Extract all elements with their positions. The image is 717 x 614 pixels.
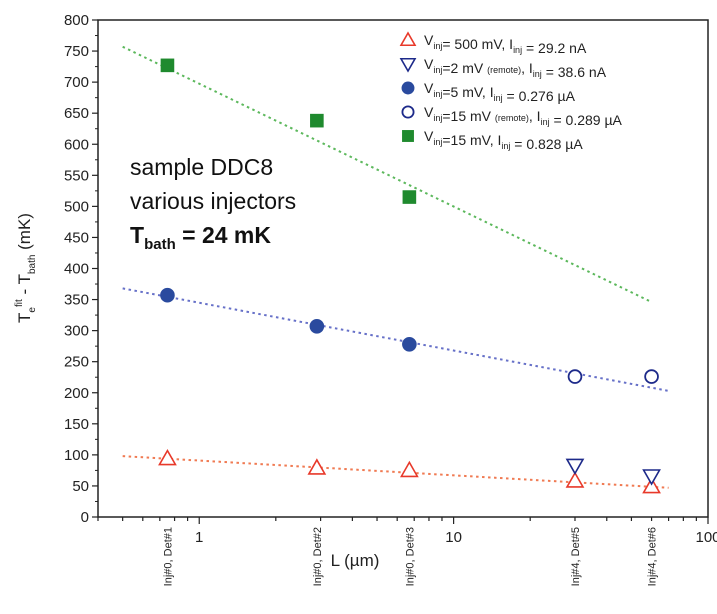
- triangle-down-marker: [399, 57, 417, 73]
- circle-open-marker: [567, 369, 583, 384]
- triangle-up-marker: [307, 458, 327, 475]
- fit-line: [122, 287, 669, 392]
- legend-entry: Vinj=15 mV, Iinj = 0.828 µA: [424, 128, 583, 152]
- square-filled-marker: [402, 130, 414, 142]
- circle-filled-marker: [402, 336, 417, 352]
- x-axis-title: L (µm): [331, 551, 380, 570]
- y-tick-label: 800: [64, 12, 89, 29]
- plot-frame: [97, 19, 709, 518]
- y-tick-label: 200: [64, 385, 89, 402]
- legend-entry: Vinj= 500 mV, Iinj = 29.2 nA: [424, 32, 587, 56]
- annotation-line-2: various injectors: [130, 188, 296, 214]
- triangle-up-marker: [158, 448, 177, 466]
- circle-filled-marker: [401, 81, 415, 95]
- y-tick-label: 550: [64, 167, 89, 184]
- detector-labels: Inj#0, Det#1 Inj#0, Det#2 Inj#0, Det#3 Inj#…: [162, 527, 658, 586]
- square-filled-marker: [310, 113, 324, 128]
- triangle-down-marker: [642, 469, 661, 486]
- y-tick-label: 450: [64, 229, 89, 246]
- x-tick-label: 1: [195, 529, 203, 546]
- y-tick-label: 500: [64, 198, 89, 215]
- circle-open-marker: [644, 369, 659, 384]
- y-tick-label: 100: [64, 447, 89, 464]
- detector-label: Inj#4, Det#5: [570, 527, 582, 586]
- square-filled-marker: [402, 190, 417, 204]
- sample-annotation: sample DDC8 various injectors Tbath = 24…: [130, 154, 296, 253]
- y-tick-label: 150: [64, 416, 89, 433]
- annotation-line-1: sample DDC8: [130, 154, 273, 180]
- x-axis: 1 10 100: [97, 517, 717, 546]
- y-tick-label: 50: [72, 478, 89, 495]
- y-tick-label: 600: [64, 136, 89, 153]
- y-tick-label: 650: [64, 105, 89, 122]
- triangle-down-marker: [565, 458, 585, 476]
- legend-entry: Vinj=15 mV (remote), Iinj = 0.289 µA: [424, 104, 623, 128]
- fit-line: [122, 455, 669, 489]
- x-tick-label: 10: [445, 529, 462, 546]
- circle-open-marker: [401, 105, 415, 119]
- detector-label: Inj#4, Det#6: [647, 527, 659, 586]
- square-filled-marker: [160, 58, 175, 73]
- detector-label: Inj#0, Det#3: [404, 527, 416, 586]
- y-tick-label: 300: [64, 323, 89, 340]
- y-tick-label: 250: [64, 354, 89, 371]
- data-points: [158, 58, 661, 494]
- y-axis-title: Tefit - Tbath (mK): [14, 213, 38, 323]
- y-tick-label: 400: [64, 261, 89, 278]
- detector-label: Inj#0, Det#1: [162, 527, 174, 586]
- legend-entry: Vinj=5 mV, Iinj = 0.276 µA: [424, 80, 576, 104]
- annotation-line-3: Tbath = 24 mK: [130, 222, 271, 253]
- y-tick-label: 750: [64, 43, 89, 60]
- x-tick-label: 100: [695, 529, 717, 546]
- legend-entry: Vinj=2 mV (remote), Iinj = 38.6 nA: [424, 56, 607, 80]
- y-axis: 0 50 100 150 200 250 300 350 400 450 500 550 600 650 7…: [64, 12, 98, 526]
- circle-filled-marker: [160, 287, 175, 303]
- triangle-up-marker: [399, 460, 419, 478]
- fit-line: [122, 45, 652, 303]
- triangle-up-marker: [399, 31, 417, 47]
- y-tick-label: 700: [64, 74, 89, 91]
- triangle-up-marker: [565, 471, 585, 488]
- circle-filled-marker: [309, 318, 325, 334]
- y-tick-label: 0: [81, 509, 89, 526]
- detector-label: Inj#0, Det#2: [312, 527, 324, 586]
- y-tick-label: 350: [64, 292, 89, 309]
